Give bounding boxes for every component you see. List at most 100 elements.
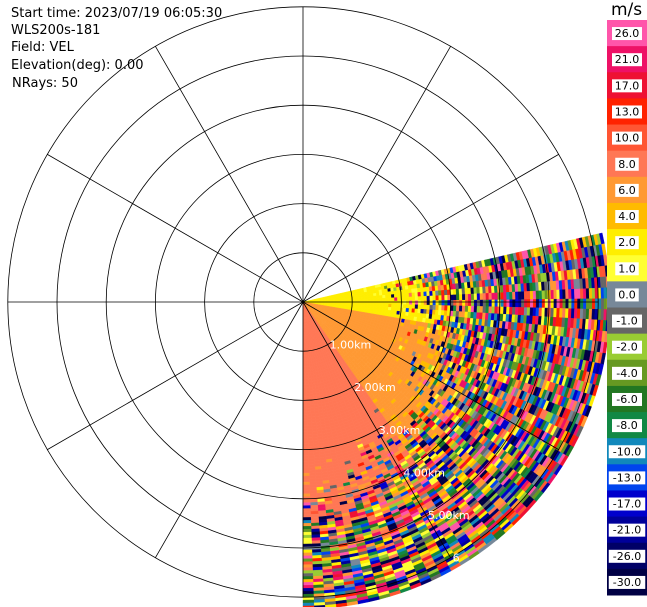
range-gate — [344, 299, 348, 302]
range-gate — [605, 320, 607, 332]
range-gate — [515, 299, 519, 308]
range-gate — [373, 298, 378, 302]
range-gate — [476, 306, 481, 313]
range-gate — [382, 300, 386, 305]
range-gate — [444, 294, 448, 301]
range-gate — [355, 297, 360, 300]
range-gate — [370, 293, 374, 297]
range-gate — [367, 296, 372, 300]
range-gate — [405, 296, 410, 302]
range-gate — [417, 296, 422, 301]
range-gate — [417, 304, 422, 310]
range-gate — [420, 304, 425, 310]
range-gate — [432, 295, 437, 301]
range-gate — [520, 307, 525, 316]
range-gate — [589, 298, 593, 310]
range-gate — [402, 293, 407, 298]
range-gate — [423, 291, 428, 297]
range-gate — [411, 308, 416, 314]
range-gate — [444, 305, 448, 311]
range-gate — [309, 395, 314, 400]
range-gate — [527, 299, 531, 308]
range-gate — [438, 300, 442, 306]
range-gate — [394, 300, 398, 305]
range-gate — [585, 288, 590, 300]
range-gate — [378, 292, 383, 296]
range-gate — [577, 298, 581, 310]
range-gate — [479, 299, 484, 307]
range-gate — [456, 305, 460, 312]
range-gate — [600, 298, 605, 310]
range-gate — [441, 295, 445, 301]
range-gate — [381, 291, 386, 296]
range-gate — [429, 304, 434, 311]
range-gate — [523, 291, 528, 300]
range-gate — [571, 298, 575, 309]
range-gate — [435, 290, 439, 296]
range-gate — [405, 304, 410, 309]
range-gate — [512, 291, 516, 300]
range-gate — [367, 298, 372, 302]
range-gate — [518, 291, 522, 300]
range-gate — [538, 299, 543, 309]
range-gate — [376, 298, 380, 302]
range-gate — [494, 292, 499, 301]
range-gate — [459, 294, 463, 301]
range-gate — [485, 299, 490, 307]
range-gate — [494, 306, 498, 315]
range-gate — [482, 306, 487, 314]
range-gate — [441, 300, 445, 306]
range-gate — [352, 299, 357, 302]
range-gate — [414, 300, 419, 306]
range-gate — [414, 292, 419, 297]
range-gate — [544, 299, 549, 309]
range-gate — [376, 295, 380, 299]
range-gate — [491, 306, 496, 314]
range-gate — [373, 295, 377, 299]
range-gate — [429, 300, 434, 306]
range-gate — [488, 299, 493, 307]
range-gate — [511, 306, 516, 316]
range-gate — [364, 298, 369, 302]
range-gate — [556, 298, 561, 309]
range-gate — [473, 293, 478, 301]
range-gate — [473, 299, 478, 307]
range-gate — [488, 292, 493, 301]
range-gate — [308, 378, 312, 382]
range-gate — [391, 303, 395, 308]
range-gate — [307, 363, 311, 367]
range-gate — [470, 293, 475, 301]
range-gate — [435, 295, 439, 301]
range-gate — [514, 307, 519, 316]
range-gate — [361, 298, 366, 302]
range-gate — [473, 306, 478, 313]
range-gate — [382, 297, 386, 302]
range-gate — [310, 404, 315, 409]
range-gate — [606, 309, 607, 321]
range-gate — [309, 389, 314, 394]
range-gate — [393, 293, 398, 298]
range-gate — [379, 306, 383, 310]
range-gate — [396, 307, 401, 312]
range-gate — [358, 296, 363, 300]
range-gate — [509, 291, 513, 300]
range-gate — [491, 299, 496, 307]
range-gate — [479, 293, 484, 301]
range-gate — [550, 298, 555, 309]
range-gate — [364, 303, 369, 307]
range-gate — [517, 307, 522, 316]
range-gate — [394, 304, 398, 308]
range-gate — [562, 298, 566, 309]
range-gate — [571, 288, 575, 300]
range-gate — [506, 292, 510, 300]
range-gate — [385, 303, 389, 308]
range-gate — [447, 300, 451, 306]
range-gate — [470, 305, 475, 313]
range-gate — [592, 298, 596, 310]
range-gate — [391, 297, 395, 302]
range-gate — [591, 288, 596, 299]
range-gate — [370, 295, 374, 300]
range-gate — [361, 296, 366, 300]
range-gate — [382, 294, 386, 299]
range-gate — [379, 303, 383, 308]
